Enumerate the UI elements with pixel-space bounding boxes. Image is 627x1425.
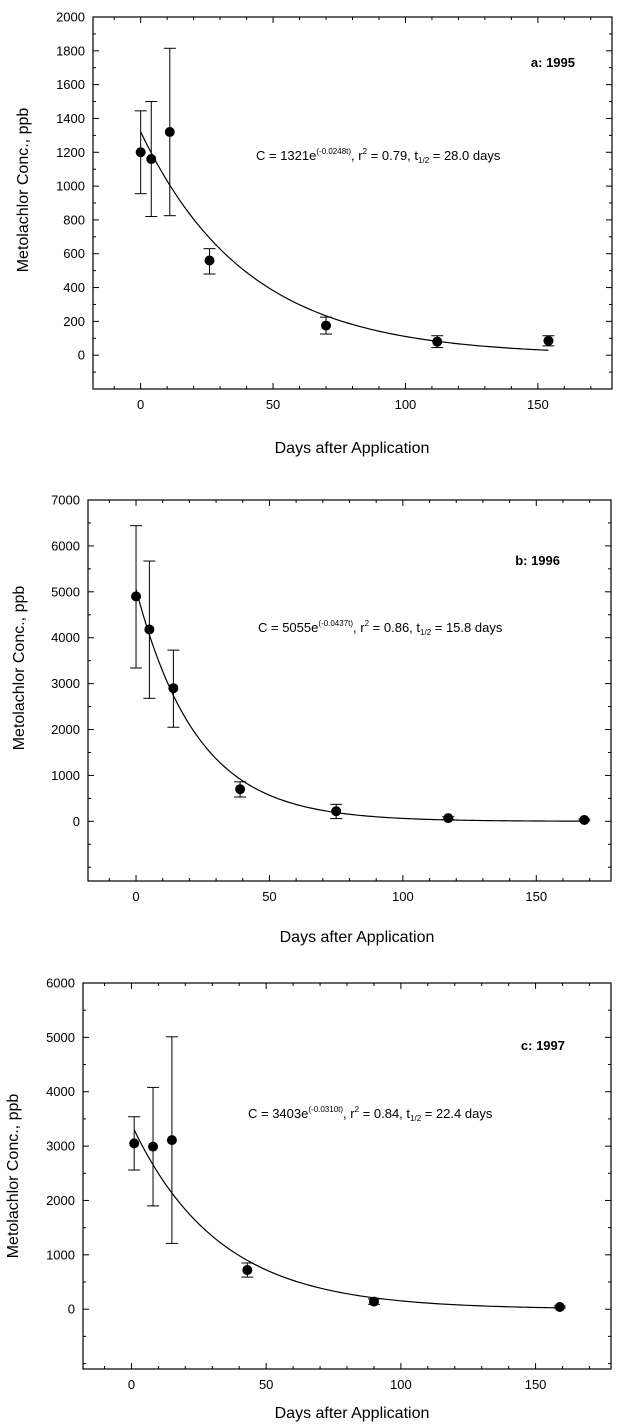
x-axis-title: Days after Application <box>275 440 430 457</box>
panel-label: a: 1995 <box>531 55 575 70</box>
y-tick-label: 5000 <box>46 1030 75 1045</box>
y-tick-label: 0 <box>73 814 80 829</box>
x-tick-label: 0 <box>132 889 139 904</box>
chart-marks: 0 50 100 150 0 1000 2000 3000 4000 5000 6000 7000 <box>51 493 611 904</box>
chart-panel-b: 0 50 100 150 0 1000 2000 3000 4000 5000 6000 7000 b… <box>11 493 612 946</box>
y-tick-label: 4000 <box>51 630 80 645</box>
x-tick-label: 150 <box>525 889 547 904</box>
data-point <box>166 1135 177 1146</box>
data-point <box>168 683 179 694</box>
data-point <box>554 1302 565 1313</box>
data-point <box>331 806 342 817</box>
x-axis-title: Days after Application <box>280 929 435 946</box>
y-tick-label: 600 <box>63 246 85 261</box>
y-tick-label: 1000 <box>46 1247 75 1262</box>
data-point <box>204 255 215 266</box>
y-axis-title: Metolachlor Conc., ppb <box>5 1094 22 1259</box>
fit-curve <box>140 131 549 351</box>
data-point <box>235 784 246 795</box>
data-point <box>579 814 590 825</box>
data-point <box>144 624 155 635</box>
plot-frame <box>92 16 613 390</box>
y-tick-label: 800 <box>63 212 85 227</box>
data-point <box>135 147 146 158</box>
data-point <box>164 126 175 137</box>
x-tick-label: 150 <box>525 1377 547 1392</box>
x-axis-title: Days after Application <box>275 1405 430 1422</box>
y-tick-label: 1400 <box>56 111 85 126</box>
y-tick-label: 2000 <box>51 722 80 737</box>
x-tick-label: 50 <box>266 397 280 412</box>
y-axis-title: Metolachlor Conc., ppb <box>11 586 28 751</box>
panel-label: b: 1996 <box>515 553 560 568</box>
panel-label: c: 1997 <box>521 1038 565 1053</box>
y-tick-label: 1800 <box>56 43 85 58</box>
x-tick-label: 50 <box>259 1377 273 1392</box>
data-point <box>148 1141 159 1152</box>
x-tick-label: 0 <box>128 1377 135 1392</box>
data-point <box>543 335 554 346</box>
x-tick-label: 100 <box>390 1377 412 1392</box>
y-tick-label: 1200 <box>56 145 85 160</box>
y-tick-label: 6000 <box>51 538 80 553</box>
fit-equation: C = 5055e(-0.0437t), r2 = 0.86, t1/2 = 1… <box>258 619 503 637</box>
y-tick-label: 1600 <box>56 77 85 92</box>
data-point <box>321 320 332 331</box>
y-axis-title: Metolachlor Conc., ppb <box>15 108 32 273</box>
y-tick-label: 3000 <box>51 676 80 691</box>
x-tick-label: 100 <box>395 397 417 412</box>
fit-curve <box>135 589 585 822</box>
y-tick-label: 1000 <box>51 768 80 783</box>
x-tick-label: 150 <box>527 397 549 412</box>
data-point <box>131 591 142 602</box>
y-tick-label: 400 <box>63 280 85 295</box>
x-tick-label: 100 <box>392 889 414 904</box>
data-point <box>129 1138 140 1149</box>
data-point <box>146 154 157 165</box>
y-tick-label: 3000 <box>46 1139 75 1154</box>
y-tick-label: 1000 <box>56 179 85 194</box>
fit-equation: C = 1321e(-0.0248t), r2 = 0.79, t1/2 = 2… <box>256 147 501 165</box>
y-tick-label: 0 <box>78 348 85 363</box>
y-tick-label: 6000 <box>46 976 75 991</box>
y-tick-label: 4000 <box>46 1084 75 1099</box>
y-tick-label: 5000 <box>51 584 80 599</box>
chart-marks: 0 50 100 150 0 200 400 600 800 1000 1200 1400 1600 18… <box>56 10 612 412</box>
y-tick-label: 200 <box>63 314 85 329</box>
chart-panel-c: 0 50 100 150 0 1000 2000 3000 4000 5000 6000 c: 19… <box>5 976 612 1422</box>
y-tick-label: 7000 <box>51 493 80 508</box>
chart-marks: 0 50 100 150 0 1000 2000 3000 4000 5000 6000 <box>46 976 611 1392</box>
fit-curve <box>133 1129 560 1309</box>
fit-equation: C = 3403e(-0.0310t), r2 = 0.84, t1/2 = 2… <box>248 1105 493 1123</box>
data-point <box>443 813 454 824</box>
data-point <box>368 1296 379 1307</box>
y-tick-label: 0 <box>68 1302 75 1317</box>
data-point <box>242 1265 253 1276</box>
x-tick-label: 0 <box>137 397 144 412</box>
data-point <box>432 336 443 347</box>
y-tick-label: 2000 <box>56 10 85 25</box>
chart-panel-a: 0 50 100 150 0 200 400 600 800 1000 1200 1400 1600 18… <box>15 10 613 457</box>
y-tick-label: 2000 <box>46 1193 75 1208</box>
x-tick-label: 50 <box>262 889 276 904</box>
